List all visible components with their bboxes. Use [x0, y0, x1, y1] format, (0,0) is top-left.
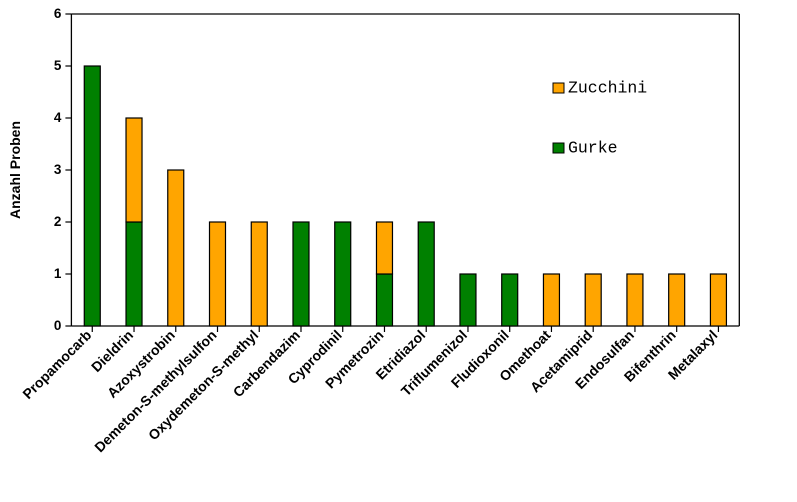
svg-text:1: 1 — [54, 266, 62, 281]
svg-text:4: 4 — [54, 110, 62, 125]
svg-text:5: 5 — [54, 58, 62, 73]
svg-text:Zucchini: Zucchini — [568, 79, 647, 98]
svg-text:Anzahl Proben: Anzahl Proben — [7, 121, 23, 219]
svg-text:6: 6 — [54, 6, 62, 21]
svg-text:3: 3 — [54, 162, 62, 177]
svg-text:Gurke: Gurke — [568, 139, 618, 158]
svg-text:Propamocarb: Propamocarb — [19, 327, 94, 402]
svg-text:0: 0 — [54, 318, 62, 333]
svg-text:2: 2 — [54, 214, 62, 229]
